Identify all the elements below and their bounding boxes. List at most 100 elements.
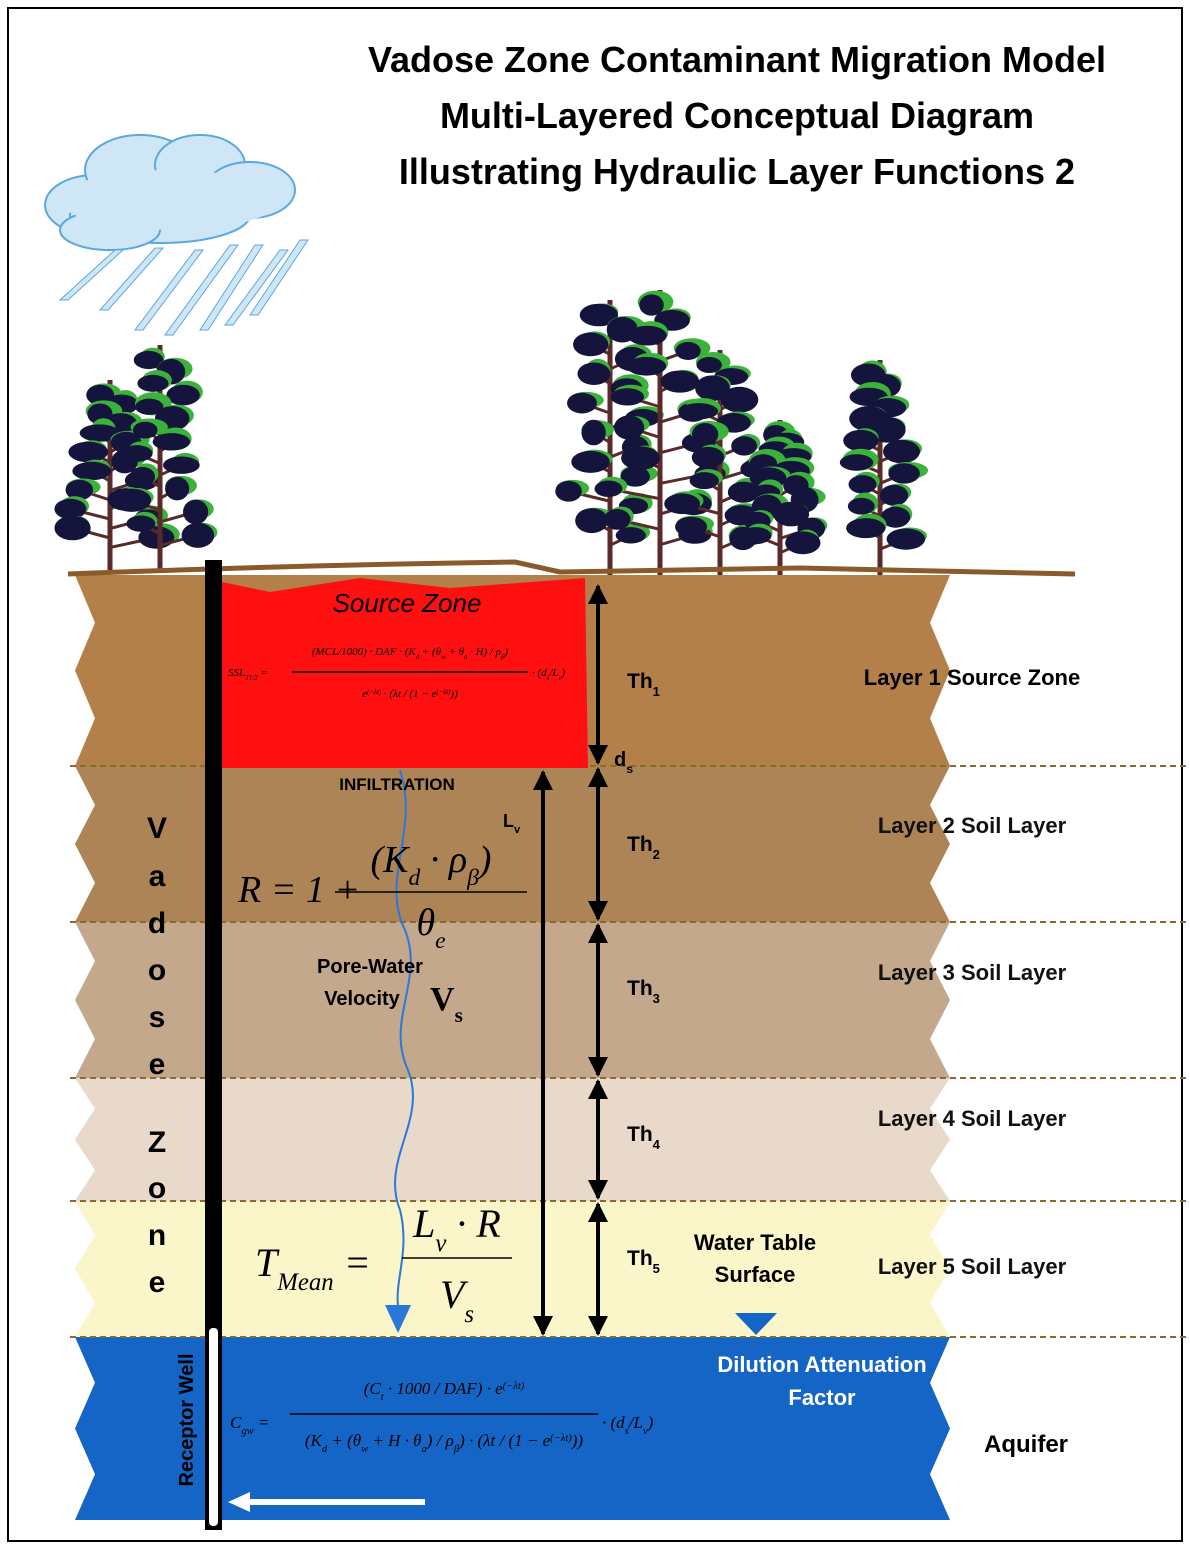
- formula-numerator-part: ): [477, 839, 492, 881]
- tree-foliage: [611, 388, 644, 405]
- formula-denominator-part: + H · θ: [368, 1431, 421, 1450]
- tree-foliage: [165, 477, 189, 501]
- tree-foliage: [555, 481, 582, 502]
- formula-lhs-part: =: [334, 1240, 371, 1285]
- tree-foliage: [639, 294, 663, 315]
- thickness-label-part: Th: [627, 670, 653, 693]
- vadose-letter: o: [148, 1172, 166, 1205]
- thickness-label-sub: 4: [653, 1137, 661, 1152]
- velocity-label: Velocity: [324, 988, 400, 1010]
- vadose-letter: d: [148, 907, 166, 940]
- tree-foliage: [692, 447, 725, 468]
- tree-foliage: [112, 489, 151, 512]
- tree-foliage: [661, 370, 700, 392]
- tree-foliage: [614, 415, 644, 439]
- thickness-label-sub: 3: [653, 991, 660, 1006]
- formula-numerator-part: (MCL/1000) · DAF · (K: [312, 646, 417, 658]
- tree-foliage: [183, 500, 208, 525]
- infiltration-label: INFILTRATION: [339, 775, 455, 794]
- formula-denominator-part: ) · (λt / (1 −: [458, 1431, 543, 1450]
- title: Illustrating Hydraulic Layer Functions 2: [399, 151, 1075, 192]
- tree-foliage: [628, 326, 667, 346]
- velocity-symbol-sub: s: [455, 1003, 463, 1027]
- well-screen: [209, 1328, 218, 1526]
- tree-foliage: [571, 451, 610, 473]
- tree-foliage: [880, 485, 908, 506]
- lv-label-part: L: [503, 811, 514, 831]
- tree-foliage: [121, 445, 153, 462]
- formula-lhs-sub: gw: [241, 1426, 253, 1437]
- tree-foliage: [883, 440, 920, 464]
- formula-numerator-part: + (θ: [419, 646, 442, 658]
- formula-numerator-part: ): [504, 646, 509, 658]
- thickness-label-part: Th: [627, 1247, 653, 1270]
- tree-foliage: [595, 480, 623, 497]
- tree-foliage: [163, 457, 200, 474]
- formula-numerator-part: L: [412, 1201, 435, 1246]
- tree-foliage: [68, 442, 108, 462]
- tree-foliage: [849, 475, 877, 493]
- tree-foliage: [130, 467, 155, 487]
- tree-foliage: [888, 463, 920, 483]
- formula-denominator-part: (K: [305, 1431, 324, 1450]
- formula-numerator-sup: (−λt): [503, 1381, 525, 1392]
- velocity-symbol-part: V: [430, 981, 455, 1018]
- formula-numerator-part: · 1000 / DAF) ·: [384, 1379, 495, 1398]
- formula-numerator-part: (K: [371, 839, 411, 881]
- formula-lhs-part: SSL: [228, 667, 245, 679]
- tree-foliage: [182, 523, 215, 548]
- tree-foliage: [848, 498, 875, 515]
- tree-foliage: [843, 430, 878, 452]
- formula-numerator-part: · H) / ρ: [467, 646, 501, 658]
- tree-foliage: [785, 531, 820, 554]
- thickness-label-sub: 5: [653, 1261, 660, 1276]
- tree-foliage: [887, 528, 926, 549]
- tree-foliage: [621, 446, 660, 470]
- tree-foliage: [126, 515, 155, 531]
- formula-denominator-sub: w: [361, 1444, 368, 1455]
- tree-foliage: [575, 508, 608, 533]
- formula-denominator-sup: (−λt): [367, 689, 382, 696]
- vadose-letter: V: [147, 812, 167, 845]
- tree-foliage: [731, 436, 757, 455]
- layer-label: Layer 3 Soil Layer: [878, 960, 1067, 985]
- formula-numerator-part: + θ: [446, 646, 465, 658]
- vadose-letter: e: [149, 1266, 166, 1299]
- formula-denominator-sub: s: [464, 1301, 474, 1328]
- thickness-label-sub: 2: [653, 847, 660, 862]
- tree-foliage: [72, 462, 111, 480]
- formula-numerator-sub: β: [466, 865, 479, 891]
- formula-denominator-sup: (−λt): [436, 689, 451, 696]
- thickness-label-part: Th: [627, 833, 653, 856]
- tree-foliage: [581, 420, 605, 446]
- velocity-label: Pore-Water: [317, 956, 423, 978]
- formula-denominator-part: )): [449, 688, 458, 700]
- layer-label: Layer 2 Soil Layer: [878, 813, 1067, 838]
- formula-rhs-part: /L: [548, 667, 558, 679]
- tree-foliage: [573, 332, 608, 356]
- source-zone-label: Source Zone: [333, 588, 482, 618]
- tree-foliage: [577, 362, 610, 385]
- formula-lhs-part: T: [255, 1240, 280, 1285]
- formula-denominator-sup: (−λt): [550, 1433, 572, 1444]
- tree-foliage: [664, 493, 700, 514]
- formula-denominator-part: )): [571, 1431, 584, 1450]
- ds-label-part: d: [614, 749, 626, 771]
- formula-numerator-sub: v: [435, 1230, 446, 1257]
- tree-foliage: [721, 387, 758, 413]
- formula-lhs-part: =: [254, 1413, 270, 1432]
- formula-lhs-part: R = 1 +: [237, 869, 360, 911]
- daf-label: Dilution Attenuation: [717, 1352, 926, 1377]
- formula-denominator-part: · (λt / (1 −: [381, 688, 431, 700]
- vadose-letter: s: [149, 1001, 166, 1034]
- formula-rhs-part: ): [561, 667, 566, 679]
- cloud: [60, 170, 280, 230]
- tree-foliage: [690, 472, 719, 489]
- title: Vadose Zone Contaminant Migration Model: [368, 39, 1106, 80]
- formula-lhs-sub: T1/2: [245, 675, 258, 682]
- tree-foliage: [567, 393, 597, 414]
- formula-lhs-part: =: [258, 667, 268, 679]
- thickness-label-part: Th: [627, 977, 653, 1000]
- formula-rhs-part: · (d: [532, 667, 547, 679]
- tree-foliage: [153, 433, 190, 450]
